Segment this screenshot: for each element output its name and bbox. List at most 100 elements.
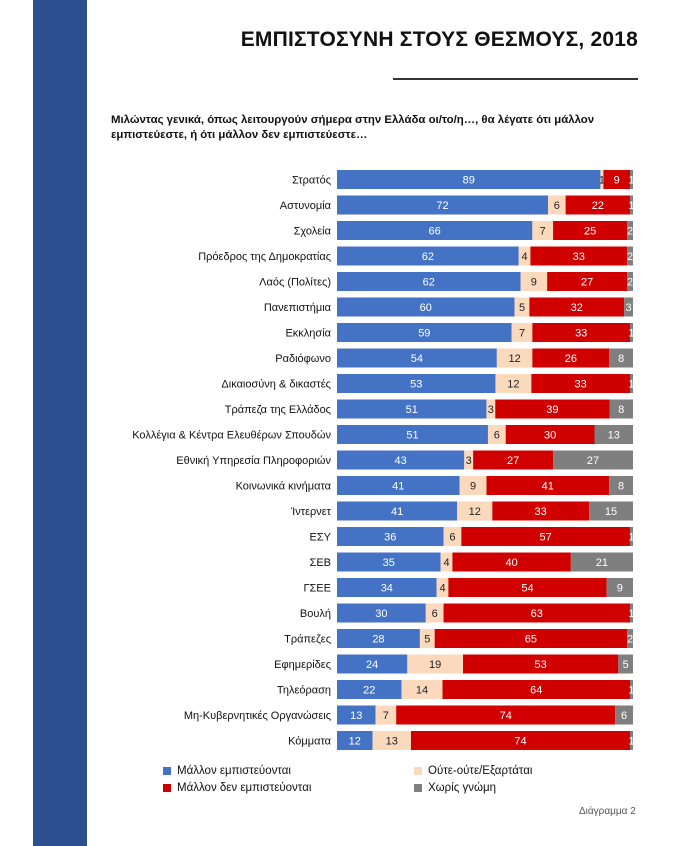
bar-segment-1	[487, 425, 506, 444]
category-label: ΣΕΒ	[310, 557, 331, 569]
category-label: ΕΣΥ	[310, 532, 332, 544]
data-label: 1	[628, 200, 634, 212]
bar-segment-1	[459, 476, 487, 495]
bar-segment-0	[337, 348, 497, 368]
bar-segment-0	[337, 272, 521, 291]
legend-swatch-trust	[163, 767, 171, 775]
category-label: Λαός (Πολίτες)	[259, 277, 331, 289]
data-label: 51	[406, 430, 418, 442]
data-label: 33	[573, 251, 585, 263]
data-label: 12	[349, 736, 361, 748]
data-label: 4	[439, 583, 445, 595]
bar-segment-2	[553, 221, 628, 240]
bar-segment-2	[443, 603, 631, 623]
legend-label-neutral: Ούτε-ούτε/Εξαρτάται	[428, 765, 533, 777]
data-label: 62	[423, 277, 435, 289]
bar-segment-0	[337, 170, 601, 189]
data-label: 19	[429, 659, 441, 671]
bar-segment-1	[548, 195, 566, 215]
category-label: Πανεπιστήμια	[264, 302, 332, 314]
data-label: 33	[575, 379, 587, 391]
bar-segment-3	[618, 654, 633, 674]
bar-segment-0	[337, 399, 487, 419]
category-label: Εκκλησία	[285, 328, 331, 340]
bar-segment-1	[457, 501, 493, 521]
data-label: 54	[411, 353, 423, 365]
category-label: Τράπεζες	[284, 634, 331, 646]
title-rule	[393, 78, 638, 80]
data-label: 13	[608, 430, 620, 442]
bar-segment-3	[624, 297, 633, 317]
bar-segment-0	[337, 731, 373, 750]
data-label: 5	[623, 659, 629, 671]
bar-segment-1	[532, 221, 554, 240]
data-label: 6	[494, 430, 500, 442]
bar-segment-1	[419, 629, 435, 648]
bar-segment-0	[337, 425, 488, 444]
data-label: 35	[383, 557, 395, 569]
data-label: 27	[581, 277, 593, 289]
legend-swatch-distrust	[163, 784, 171, 792]
bar-segment-1	[443, 527, 462, 546]
bar-segment-1	[495, 374, 532, 393]
data-label: 27	[507, 455, 519, 467]
bar-segment-0	[337, 654, 408, 674]
bar-segment-2	[463, 654, 619, 674]
bar-segment-3	[630, 195, 633, 215]
category-label: Βουλή	[300, 608, 331, 620]
data-label: 8	[618, 481, 624, 493]
category-label: Ίντερνετ	[290, 506, 332, 518]
legend-swatch-noopinion	[414, 784, 422, 792]
category-label: Εθνική Υπηρεσία Πληροφοριών	[176, 455, 331, 467]
category-label: Κολλέγια & Κέντρα Ελευθέρων Σπουδών	[132, 430, 331, 442]
bar-segment-0	[337, 680, 402, 699]
data-label: 30	[544, 430, 556, 442]
data-label: 32	[571, 302, 583, 314]
bar-segment-0	[337, 476, 460, 495]
data-label: 4	[443, 557, 449, 569]
data-label: 15	[605, 506, 617, 518]
bar-segment-0	[337, 246, 519, 266]
bar-segment-2	[452, 552, 571, 572]
data-label: 3	[488, 404, 494, 416]
category-label: Τράπεζα της Ελλάδος	[225, 404, 331, 416]
data-label: 1	[628, 608, 634, 620]
bar-segment-3	[630, 323, 633, 342]
bar-segment-1	[600, 170, 604, 189]
data-label: 1	[628, 328, 634, 340]
data-label: 1	[628, 175, 634, 187]
bar-segment-3	[589, 501, 633, 521]
bar-segment-3	[627, 272, 633, 291]
bar-segment-1	[520, 272, 548, 291]
bar-segment-3	[606, 578, 633, 597]
data-label: 1	[628, 685, 634, 697]
data-label: 6	[432, 608, 438, 620]
data-label: 72	[436, 200, 448, 212]
bar-segment-2	[396, 705, 616, 725]
category-label: Στρατός	[292, 175, 331, 187]
category-label: Πρόεδρος της Δημοκρατίας	[198, 251, 331, 263]
data-label: 2	[627, 226, 633, 238]
bar-segment-0	[337, 578, 437, 597]
bar-segment-0	[337, 603, 426, 623]
bar-segment-0	[337, 297, 515, 317]
data-label: 9	[617, 583, 623, 595]
data-label: 4	[522, 251, 528, 263]
data-label: 62	[422, 251, 434, 263]
bar-segment-1	[518, 246, 531, 266]
bar-segment-3	[627, 246, 633, 266]
survey-question: Μιλώντας γενικά, όπως λειτουργούν σήμερα…	[111, 114, 595, 141]
bar-segment-3	[627, 221, 633, 240]
legend-label-trust: Μάλλον εμπιστεύονται	[177, 765, 291, 777]
bar-segment-0	[337, 552, 441, 572]
bar-segment-0	[337, 450, 465, 470]
bar-segment-3	[627, 629, 633, 648]
bar-segment-1	[425, 603, 444, 623]
bar-segment-3	[609, 476, 633, 495]
data-label: 8	[618, 353, 624, 365]
data-label: 26	[565, 353, 577, 365]
data-label: 41	[392, 481, 404, 493]
bar-segment-3	[609, 348, 633, 368]
data-label: 34	[381, 583, 393, 595]
bar-segment-0	[337, 221, 533, 240]
